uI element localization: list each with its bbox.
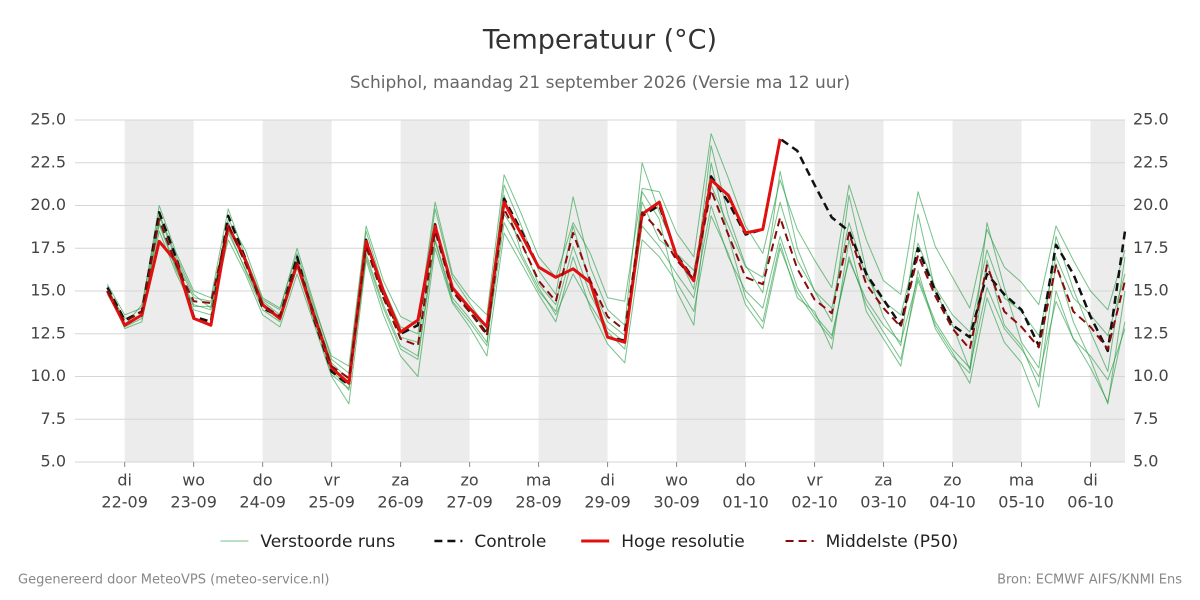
- x-tick-label: zo: [461, 471, 479, 490]
- y-tick-label: 22.5: [30, 152, 66, 171]
- x-tick-label: 30-09: [653, 493, 700, 512]
- y-tick-label: 15.0: [30, 281, 66, 300]
- x-tick-label: 28-09: [515, 493, 562, 512]
- series-line: [106, 138, 782, 385]
- y2-tick-label: 7.5: [1133, 409, 1158, 428]
- series-line: [106, 189, 1126, 380]
- x-tick-label: zo: [943, 471, 961, 490]
- x-tick-label: di: [600, 471, 615, 490]
- x-tick-label: 24-09: [239, 493, 286, 512]
- series-line: [106, 184, 1126, 381]
- x-tick-label: di: [117, 471, 132, 490]
- x-tick-label: di: [1083, 471, 1098, 490]
- x-tick-label: 29-09: [584, 493, 631, 512]
- x-tick-label: do: [736, 471, 756, 490]
- series-line: [106, 137, 1127, 387]
- x-tick-label: wo: [665, 471, 688, 490]
- y2-tick-label: 12.5: [1133, 323, 1169, 342]
- y2-tick-label: 17.5: [1133, 238, 1169, 257]
- x-tick-label: 02-10: [791, 493, 838, 512]
- x-tick-label: 27-09: [446, 493, 493, 512]
- chart-title: Temperatuur (°C): [482, 25, 717, 56]
- x-tick-label: 01-10: [722, 493, 769, 512]
- x-tick-label: do: [253, 471, 273, 490]
- legend-label: Middelste (P50): [826, 532, 959, 552]
- x-tick-label: ma: [1009, 471, 1034, 490]
- legend-label: Controle: [474, 532, 546, 552]
- series-line: [106, 205, 1126, 391]
- x-tick-label: wo: [182, 471, 205, 490]
- y-tick-label: 20.0: [30, 195, 66, 214]
- footer-right: Bron: ECMWF AIFS/KNMI Ens: [997, 573, 1182, 588]
- y2-tick-label: 25.0: [1133, 110, 1169, 129]
- x-tick-label: ma: [526, 471, 551, 490]
- y2-tick-label: 5.0: [1133, 452, 1158, 471]
- x-tick-label: vr: [324, 471, 340, 490]
- x-tick-label: 22-09: [101, 493, 148, 512]
- y2-tick-label: 10.0: [1133, 366, 1169, 385]
- y-tick-label: 7.5: [41, 409, 66, 428]
- y2-tick-label: 20.0: [1133, 195, 1169, 214]
- x-tick-label: 26-09: [377, 493, 424, 512]
- series-line: [106, 133, 1126, 367]
- y-tick-label: 10.0: [30, 366, 66, 385]
- x-tick-label: 23-09: [170, 493, 217, 512]
- x-tick-label: za: [874, 471, 892, 490]
- y-tick-label: 17.5: [30, 238, 66, 257]
- x-tick-label: 25-09: [308, 493, 355, 512]
- footer-left: Gegenereerd door MeteoVPS (meteo-service…: [18, 573, 329, 588]
- y-tick-label: 25.0: [30, 110, 66, 129]
- x-tick-label: 03-10: [860, 493, 907, 512]
- y2-tick-label: 22.5: [1133, 152, 1169, 171]
- legend-label: Hoge resolutie: [621, 532, 745, 552]
- x-tick-label: za: [392, 471, 410, 490]
- y2-tick-label: 15.0: [1133, 281, 1169, 300]
- chart-subtitle: Schiphol, maandag 21 september 2026 (Ver…: [350, 73, 850, 93]
- series-line: [106, 215, 1126, 408]
- y-tick-label: 12.5: [30, 323, 66, 342]
- x-tick-label: vr: [807, 471, 823, 490]
- x-tick-label: 04-10: [929, 493, 976, 512]
- y-tick-label: 5.0: [41, 452, 66, 471]
- x-tick-label: 05-10: [998, 493, 1045, 512]
- x-tick-label: 06-10: [1067, 493, 1114, 512]
- legend-label: Verstoorde runs: [260, 532, 395, 552]
